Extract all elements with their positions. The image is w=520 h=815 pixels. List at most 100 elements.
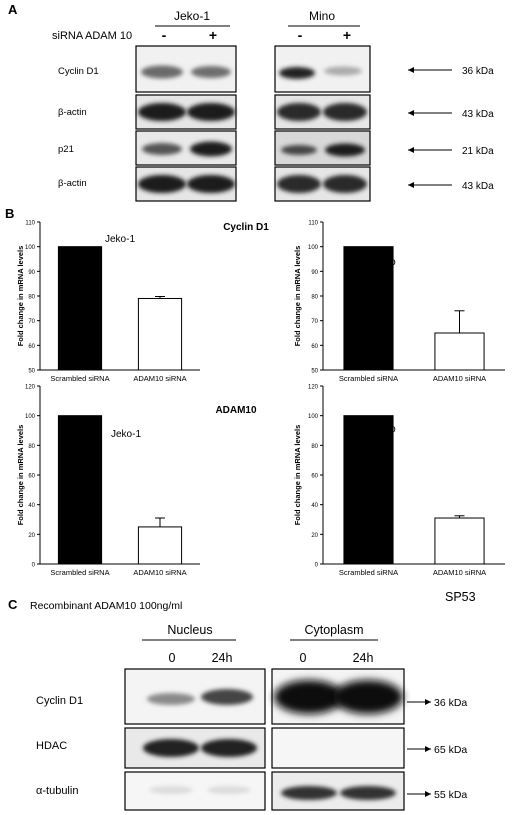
cell-line-label-jeko: Jeko-1	[174, 9, 210, 23]
band	[323, 175, 367, 193]
y-tick-label: 100	[25, 245, 36, 251]
row-title-adam10: ADAM10	[215, 405, 257, 416]
arrow-head	[408, 67, 414, 73]
band	[274, 680, 344, 714]
y-tick-label: 80	[311, 295, 318, 301]
y-tick-label: 60	[28, 344, 35, 350]
band	[143, 739, 199, 757]
x-category-label: ADAM10 siRNA	[133, 374, 186, 383]
cell-line-annotation: Jeko-1	[111, 429, 141, 440]
blot-a-label-actin-1: β-actin	[58, 107, 87, 118]
timepoint-nucleus-0: 0	[169, 651, 176, 665]
band	[147, 693, 195, 705]
panel-b-letter: B	[5, 206, 14, 221]
lane-sign-mino-plus: +	[343, 27, 351, 43]
y-tick-label: 40	[28, 503, 35, 509]
y-tick-label: 20	[28, 533, 35, 539]
timepoint-nucleus-24h: 24h	[212, 651, 233, 665]
y-tick-label: 70	[311, 319, 318, 325]
bar	[434, 517, 485, 565]
cell-line-label-mino: Mino	[309, 9, 335, 23]
arrow-head	[408, 147, 414, 153]
treatment-label-c: Recombinant ADAM10 100ng/ml	[30, 600, 182, 612]
x-category-label: Scrambled siRNA	[50, 568, 109, 577]
band	[281, 786, 337, 800]
row-title-cyclin-d1: Cyclin D1	[223, 222, 269, 233]
blot-c-label-tubulin: α-tubulin	[36, 785, 78, 797]
y-tick-label: 110	[308, 221, 318, 227]
band	[277, 103, 321, 121]
band	[187, 175, 235, 193]
x-category-label: ADAM10 siRNA	[133, 568, 186, 577]
bar-chart-cyclin-d1-jeko: 50 60 70 80 90 100 110 Scrambled siRNA ADAM10 si…	[16, 221, 200, 383]
x-category-label: ADAM10 siRNA	[433, 374, 486, 383]
band	[201, 739, 257, 757]
x-category-label: Scrambled siRNA	[339, 568, 398, 577]
bar-chart-adam10-mino: 0 20 40 60 80 100 120 Scrambled siRNA ADAM10 siR…	[293, 385, 505, 577]
y-tick-label: 0	[32, 563, 36, 569]
band	[138, 175, 186, 193]
blot-a-label-p21: p21	[58, 144, 74, 155]
band	[141, 65, 183, 79]
band	[325, 143, 365, 157]
kda-label: 36 kDa	[434, 697, 467, 709]
arrow-head	[408, 182, 414, 188]
y-axis-label: Fold change in mRNA levels	[16, 425, 25, 526]
lane-sign-mino-minus: -	[298, 27, 303, 43]
y-tick-label: 120	[308, 385, 319, 391]
bar	[137, 297, 183, 371]
treatment-label: siRNA ADAM 10	[52, 30, 132, 42]
bar-chart-cyclin-d1-mino: 50 60 70 80 90 100 110 Scrambled siRNA ADAM10 si…	[293, 221, 505, 383]
band	[281, 145, 317, 155]
y-tick-label: 80	[28, 444, 35, 450]
y-tick-label: 40	[311, 503, 318, 509]
blot-a-label-actin-2: β-actin	[58, 178, 87, 189]
band	[333, 680, 403, 714]
x-category-label: Scrambled siRNA	[50, 374, 109, 383]
blot-c-cytoplasm-hdac	[271, 727, 405, 769]
y-axis-label: Fold change in mRNA levels	[293, 425, 302, 526]
bar	[137, 526, 183, 565]
panel-c-letter: C	[8, 597, 18, 612]
kda-label: 21 kDa	[462, 146, 494, 157]
y-tick-label: 70	[28, 319, 35, 325]
y-tick-label: 120	[25, 385, 36, 391]
x-category-label: Scrambled siRNA	[339, 374, 398, 383]
lane-sign-jeko-minus: -	[162, 27, 167, 43]
arrow-head	[425, 791, 431, 797]
band	[323, 103, 367, 121]
y-tick-label: 100	[308, 414, 319, 420]
y-tick-label: 20	[311, 533, 318, 539]
y-tick-label: 90	[28, 270, 35, 276]
bar	[343, 246, 394, 371]
y-axis-label: Fold change in mRNA levels	[16, 246, 25, 347]
bar	[57, 246, 103, 371]
cell-line-annotation: Jeko-1	[105, 234, 135, 245]
y-tick-label: 90	[311, 270, 318, 276]
bar	[57, 415, 103, 565]
y-tick-label: 80	[28, 295, 35, 301]
band	[201, 689, 253, 705]
blot-a-label-cyclin-d1: Cyclin D1	[58, 66, 99, 77]
band	[138, 103, 186, 121]
bar-chart-adam10-jeko: 0 20 40 60 80 100 120 Scrambled siRNA ADAM10 siR…	[16, 385, 200, 577]
blot-c-label-cyclin-d1: Cyclin D1	[36, 695, 83, 707]
figure-label: SP53	[445, 590, 476, 604]
fraction-label-nucleus: Nucleus	[167, 623, 212, 637]
bar	[343, 415, 394, 565]
kda-label: 55 kDa	[434, 789, 467, 801]
arrow-head	[408, 110, 414, 116]
kda-label: 43 kDa	[462, 181, 494, 192]
band	[191, 66, 231, 78]
y-tick-label: 110	[25, 221, 35, 227]
band	[190, 141, 232, 157]
arrow-head	[425, 699, 431, 705]
arrow-head	[425, 746, 431, 752]
timepoint-cytoplasm-24h: 24h	[353, 651, 374, 665]
fraction-label-cytoplasm: Cytoplasm	[304, 623, 363, 637]
band	[149, 786, 193, 794]
y-tick-label: 60	[311, 344, 318, 350]
blot-c-label-hdac: HDAC	[36, 740, 67, 752]
y-tick-label: 100	[308, 245, 319, 251]
